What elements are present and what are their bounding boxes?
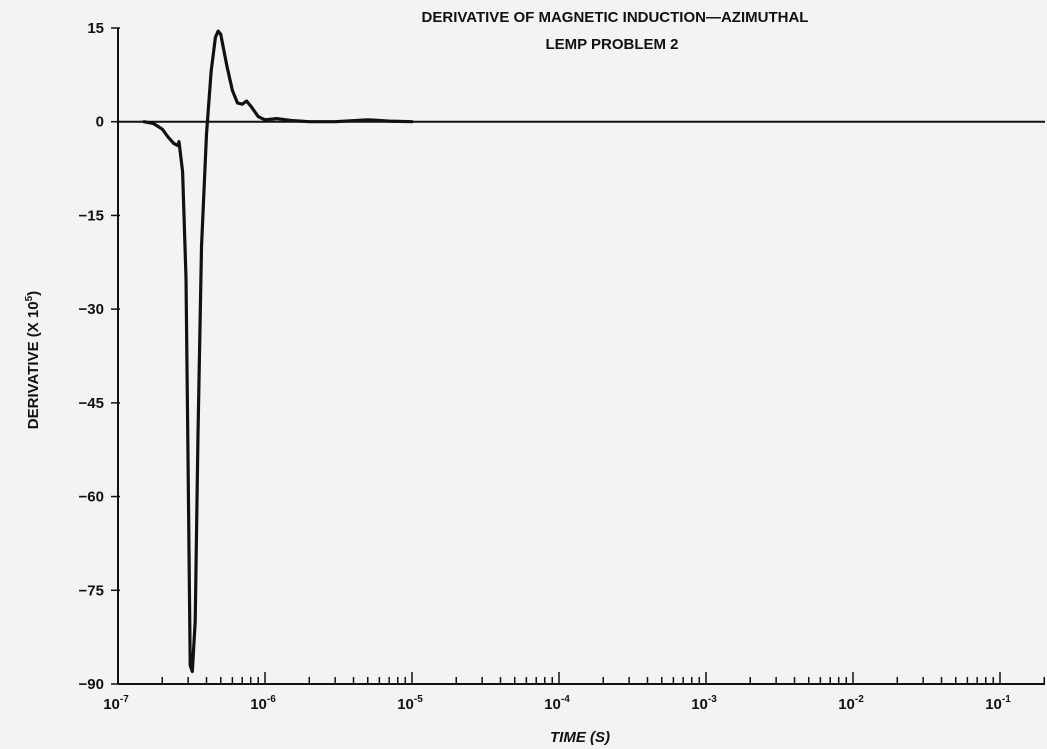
chart-subtitle: LEMP PROBLEM 2 [545, 36, 678, 53]
y-axis-label-close: ) [25, 291, 42, 296]
x-tick-label-base: 10 [985, 696, 1002, 713]
axes [117, 28, 1045, 685]
x-tick-label-base: 10 [250, 696, 267, 713]
chart-title: DERIVATIVE OF MAGNETIC INDUCTION—AZIMUTH… [422, 9, 809, 26]
y-tick-label: 15 [87, 20, 104, 37]
x-tick-label-exponent: -5 [414, 694, 423, 705]
x-tick-label-base: 10 [544, 696, 561, 713]
x-tick-label-exponent: -3 [708, 694, 717, 705]
y-tick-label: −60 [79, 489, 104, 506]
x-tick-label-base: 10 [691, 696, 708, 713]
y-tick-label: −45 [79, 395, 104, 412]
y-axis-label-main: DERIVATIVE (X 10 [25, 301, 42, 429]
x-tick-label-exponent: -7 [120, 694, 129, 705]
series-line [142, 29, 414, 674]
y-tick-label: 0 [96, 114, 104, 131]
x-tick-label: 10-2 [838, 694, 864, 713]
x-tick-label-base: 10 [397, 696, 414, 713]
y-tick-label: −30 [79, 301, 104, 318]
x-tick-label: 10-6 [250, 694, 276, 713]
x-axis-label: TIME (S) [550, 729, 610, 746]
x-tick-label-exponent: -6 [267, 694, 276, 705]
x-tick-label: 10-3 [691, 694, 717, 713]
x-tick-label-base: 10 [103, 696, 120, 713]
x-tick-label: 10-7 [103, 694, 129, 713]
y-tick-label: −75 [79, 582, 104, 599]
y-axis-label: DERIVATIVE (X 105) [24, 291, 42, 429]
x-tick-label-exponent: -1 [1002, 694, 1011, 705]
x-tick-label: 10-1 [985, 694, 1011, 713]
x-tick-label-base: 10 [838, 696, 855, 713]
x-tick-label-exponent: -2 [855, 694, 864, 705]
x-tick-label-exponent: -4 [561, 694, 570, 705]
y-tick-label: −15 [79, 207, 104, 224]
x-tick-label: 10-5 [397, 694, 423, 713]
x-tick-label: 10-4 [544, 694, 570, 713]
y-tick-label: −90 [79, 676, 104, 693]
y-axis-label-exponent: 5 [24, 295, 35, 301]
series-group [142, 29, 414, 674]
